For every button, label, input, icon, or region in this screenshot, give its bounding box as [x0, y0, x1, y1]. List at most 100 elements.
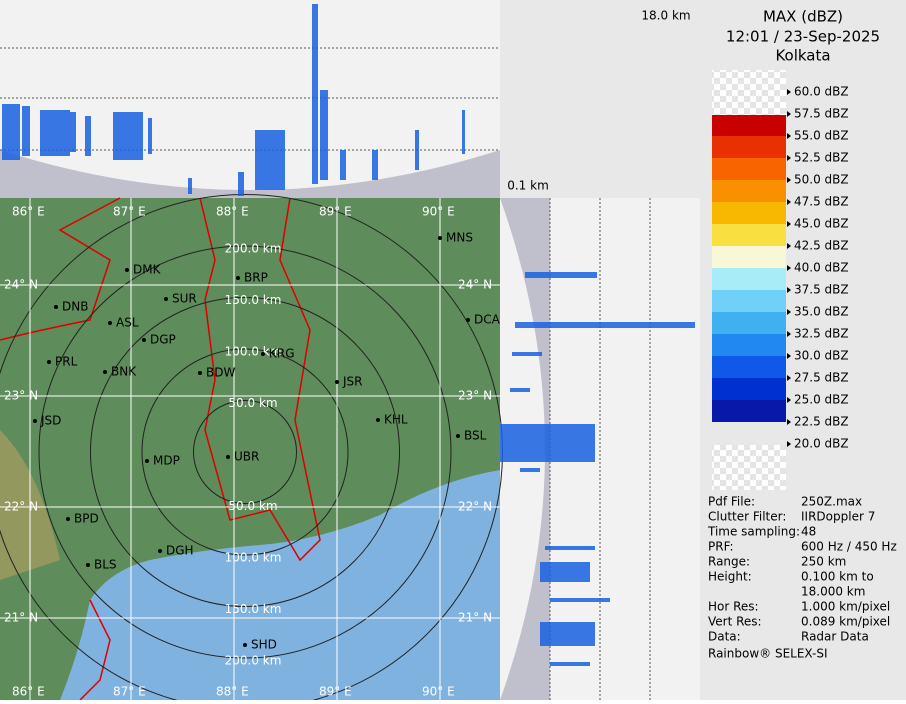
- city-label: MDP: [153, 454, 180, 468]
- city-label: KRG: [269, 347, 295, 361]
- meta-key: Hor Res:: [708, 600, 759, 614]
- sea: [60, 470, 500, 700]
- echo: [255, 130, 285, 190]
- legend-label: 57.5 dBZ: [794, 107, 849, 121]
- range-ring: [141, 348, 349, 556]
- echo: [550, 662, 590, 666]
- meta-value: IIRDoppler 7: [801, 510, 875, 524]
- legend-label: 47.5 dBZ: [794, 195, 849, 209]
- city-label: SHD: [251, 638, 277, 652]
- city-marker: [226, 455, 230, 459]
- meta-value: 0.100 km to: [801, 570, 874, 584]
- city-marker: [466, 318, 470, 322]
- city-marker: [108, 321, 112, 325]
- city-label: DNB: [62, 300, 88, 314]
- meta-value: 48: [801, 525, 816, 539]
- legend-label: 22.5 dBZ: [794, 415, 849, 429]
- legend-tick: [787, 287, 791, 293]
- map: 86° E 86° E 87° E 87° E 88° E 88° E 89° E 89° E…: [0, 194, 503, 704]
- city-marker: [142, 338, 146, 342]
- legend-swatch: [712, 312, 786, 334]
- meta-value: 250 km: [801, 555, 846, 569]
- city-label: DCA: [474, 313, 501, 327]
- city-marker: [456, 434, 460, 438]
- legend-swatch: [712, 180, 786, 202]
- city-label: ASL: [116, 316, 139, 330]
- echo: [512, 352, 542, 356]
- echo: [500, 424, 595, 462]
- range-label: 200.0 km: [225, 654, 282, 668]
- legend-tick: [787, 309, 791, 315]
- metadata: Pdf File: 250Z.max Clutter Filter: IIRDoppl…: [707, 495, 897, 644]
- city-label: PRL: [55, 355, 78, 369]
- city-marker: [243, 643, 247, 647]
- longitude-label: 88° E: [216, 685, 249, 699]
- echo: [188, 178, 192, 194]
- legend-tick: [787, 353, 791, 359]
- meta-value: 250Z.max: [801, 495, 862, 509]
- legend-tick: [787, 177, 791, 183]
- city-marker: [261, 352, 265, 356]
- echo: [148, 118, 152, 154]
- legend-swatch: [712, 290, 786, 312]
- legend-label: 40.0 dBZ: [794, 261, 849, 275]
- legend-swatch: [712, 158, 786, 180]
- longitude-label: 86° E: [12, 685, 45, 699]
- latitude-label: 24° N: [458, 278, 492, 292]
- city-label: MNS: [446, 231, 473, 245]
- city-label: JSD: [40, 414, 61, 428]
- legend-swatch: [712, 202, 786, 224]
- city-label: DGP: [150, 333, 176, 347]
- legend-tick: [787, 89, 791, 95]
- longitude-label: 86° E: [12, 205, 45, 219]
- legend-swatch: [712, 246, 786, 268]
- city-marker: [236, 276, 240, 280]
- city-label: KHL: [384, 413, 408, 427]
- echo: [312, 4, 318, 184]
- legend-swatch: [712, 356, 786, 378]
- meta-key: Pdf File:: [708, 495, 755, 509]
- legend-label: 42.5 dBZ: [794, 239, 849, 253]
- footer: Rainbow® SELEX-SI: [708, 647, 828, 661]
- range-label: 50.0 km: [228, 499, 277, 513]
- latitude-label: 24° N: [4, 278, 38, 292]
- legend-swatch: [712, 378, 786, 400]
- legend-empty: [712, 445, 786, 490]
- latitude-label: 22° N: [4, 500, 38, 514]
- legend-tick: [787, 375, 791, 381]
- echo: [40, 110, 70, 156]
- datetime: 12:01 / 23-Sep-2025: [726, 28, 880, 46]
- city-marker: [335, 380, 339, 384]
- legend-label: 52.5 dBZ: [794, 151, 849, 165]
- longitude-label: 89° E: [319, 205, 352, 219]
- meta-value: 18.000 km: [801, 585, 865, 599]
- legend-empty: [712, 70, 786, 115]
- city-label: DMK: [133, 263, 162, 277]
- meta-key: Height:: [708, 570, 752, 584]
- range-ring: [38, 245, 452, 659]
- echo: [415, 130, 419, 170]
- echo: [525, 272, 597, 278]
- echo: [515, 322, 695, 328]
- city-label: BLS: [94, 558, 117, 572]
- range-ring: [90, 297, 400, 607]
- echo: [462, 110, 465, 154]
- meta-key: Time sampling:: [707, 525, 800, 539]
- legend-swatch: [712, 224, 786, 246]
- city-label: BNK: [111, 365, 137, 379]
- city-label: BPD: [74, 512, 99, 526]
- city-marker: [158, 549, 162, 553]
- city-marker: [86, 563, 90, 567]
- city-label: SUR: [172, 292, 197, 306]
- city-marker: [33, 419, 37, 423]
- echo: [320, 90, 328, 180]
- city-label: BRP: [244, 271, 268, 285]
- range-label: 200.0 km: [225, 242, 282, 256]
- latitude-label: 23° N: [458, 389, 492, 403]
- city-marker: [145, 459, 149, 463]
- echo: [22, 106, 30, 156]
- legend-label: 35.0 dBZ: [794, 305, 849, 319]
- city-marker: [438, 236, 442, 240]
- meta-key: Data:: [708, 630, 741, 644]
- meta-value: 1.000 km/pixel: [801, 600, 890, 614]
